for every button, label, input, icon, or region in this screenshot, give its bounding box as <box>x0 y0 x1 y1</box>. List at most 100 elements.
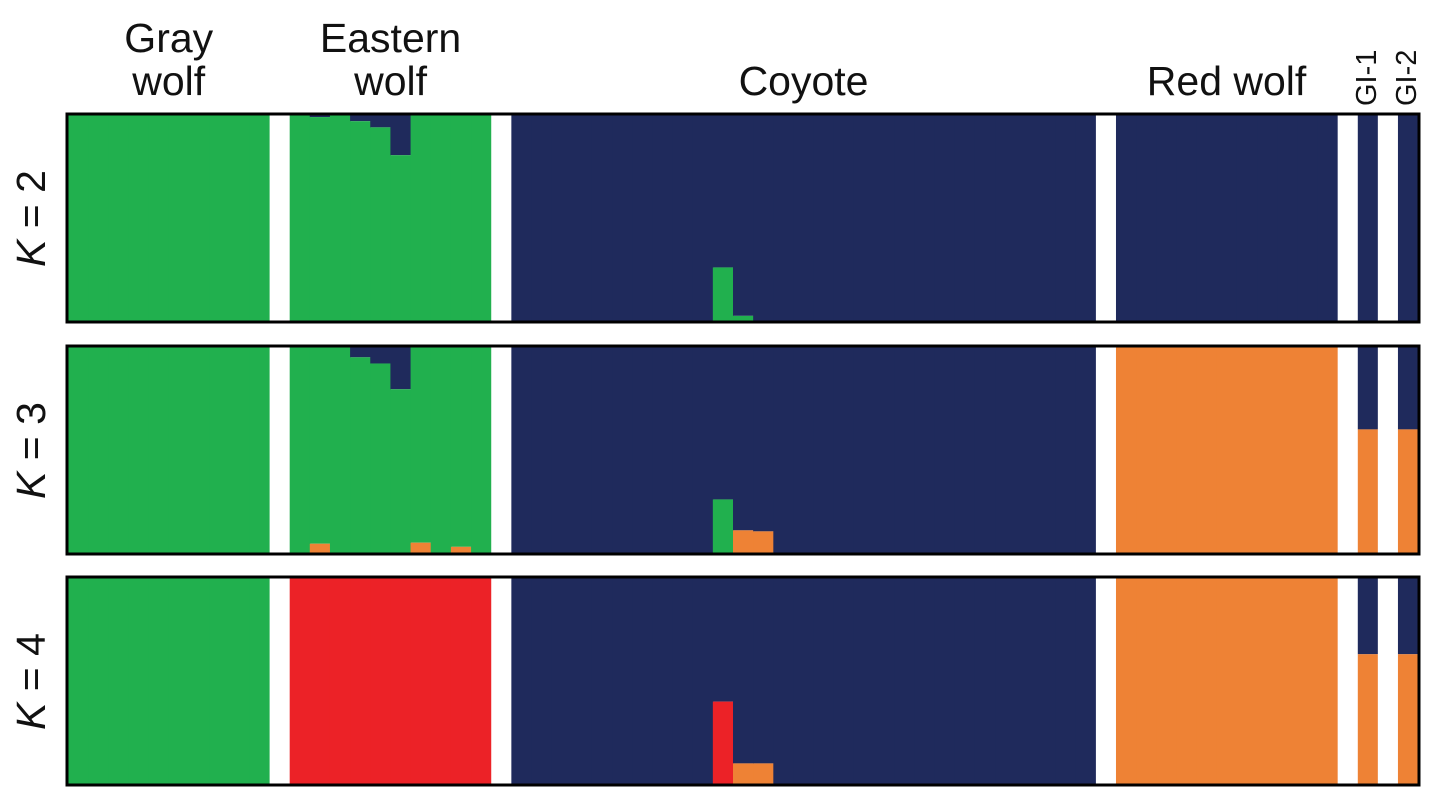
bar-segment-navy <box>1115 115 1137 321</box>
group-label: Coyote <box>738 58 869 104</box>
k-symbol: K <box>8 702 54 730</box>
bar-segment-navy <box>1015 115 1037 321</box>
bar-segment-orange <box>753 763 774 784</box>
panel-k3 <box>65 344 1421 556</box>
bar-segment-navy <box>370 347 392 364</box>
bar-segment-navy <box>672 578 694 784</box>
bar-segment-orange <box>1115 578 1137 784</box>
bar-segment-navy <box>571 115 593 321</box>
bar-segment-green <box>430 115 452 321</box>
bar-segment-orange <box>1196 578 1218 784</box>
bar-segment-navy <box>571 347 593 553</box>
bar-segment-navy <box>793 347 815 553</box>
group-label-gi-2: GI-2 <box>1391 49 1424 106</box>
bar-segment-red <box>370 578 392 784</box>
bar-segment-navy <box>853 115 875 321</box>
bar-segment-navy <box>672 347 694 553</box>
bar-segment-orange <box>1257 347 1278 553</box>
bar-segment-orange <box>1397 654 1419 784</box>
bar-segment-green <box>128 115 150 321</box>
bar-segment-red <box>430 578 452 784</box>
bar-segment-green <box>68 347 89 553</box>
bar-segment-navy <box>1075 578 1097 784</box>
bar-segment-navy <box>531 347 553 553</box>
bar-segment-navy <box>813 578 835 784</box>
bar-segment-navy <box>652 347 674 553</box>
bar-segment-navy <box>773 115 795 321</box>
bar-segment-navy <box>974 578 996 784</box>
bar-segment-green <box>168 115 190 321</box>
group-separator <box>269 347 290 553</box>
bar-segment-red <box>329 578 351 784</box>
bar-segment-navy <box>511 347 532 553</box>
bar-segment-green <box>168 347 190 553</box>
bar-segment-orange <box>1196 347 1218 553</box>
bar-segment-navy <box>813 347 835 553</box>
bar-segment-navy <box>934 578 956 784</box>
bar-segment-navy <box>1397 578 1419 655</box>
bar-segment-navy <box>733 347 754 531</box>
bar-segment-red <box>289 578 311 784</box>
bar-segment-navy <box>1055 115 1077 321</box>
bar-segment-green <box>108 578 130 784</box>
bar-segment-navy <box>531 578 553 784</box>
bar-segment-navy <box>853 578 875 784</box>
bar-segment-green <box>471 115 492 321</box>
bar-segment-green <box>68 115 89 321</box>
bar-segment-green <box>209 347 230 553</box>
bar-segment-red <box>410 578 432 784</box>
bar-segment-green <box>370 127 392 321</box>
bar-segment-green <box>370 363 392 553</box>
bar-segment-navy <box>1035 347 1057 553</box>
bar-segment-red <box>712 701 734 784</box>
bar-segment-navy <box>753 347 774 532</box>
bar-segment-navy <box>612 578 633 784</box>
bar-segment-navy <box>874 115 895 321</box>
k-value: = 3 <box>8 401 54 472</box>
bar-segment-navy <box>1156 115 1177 321</box>
panel-k4 <box>65 575 1421 787</box>
bar-segment-green <box>128 347 150 553</box>
bar-segment-navy <box>833 115 855 321</box>
bar-segment-navy <box>914 347 936 553</box>
bar-segment-navy <box>390 347 412 390</box>
bar-segment-green <box>229 347 251 553</box>
bar-segment-navy <box>712 115 734 268</box>
bar-segment-navy <box>551 347 573 553</box>
k-value: = 4 <box>8 632 54 703</box>
bar-segment-red <box>471 578 492 784</box>
bar-segment-green <box>289 115 311 321</box>
bar-segment-red <box>350 578 371 784</box>
bar-segment-navy <box>591 578 613 784</box>
bar-segment-navy <box>995 578 1016 784</box>
bar-segment-orange <box>1176 347 1198 553</box>
k-symbol: K <box>8 471 54 499</box>
bar-segment-navy <box>773 347 795 553</box>
k-label: K = 2 <box>8 170 55 267</box>
bar-segment-navy <box>874 347 895 553</box>
bar-segment-green <box>450 115 472 321</box>
bar-segment-orange <box>1115 347 1137 553</box>
bar-segment-green <box>249 115 271 321</box>
bar-segment-navy <box>1397 347 1419 430</box>
bar-segment-orange <box>1357 429 1379 553</box>
group-separator <box>491 115 512 321</box>
bar-segment-navy <box>833 347 855 553</box>
bar-segment-navy <box>914 115 936 321</box>
group-label-gi-1: GI-1 <box>1351 49 1384 106</box>
bar-segment-navy <box>974 347 996 553</box>
bar-segment-navy <box>591 115 613 321</box>
bar-segment-orange <box>410 542 432 553</box>
group-separator <box>1377 578 1398 784</box>
bar-segment-orange <box>1317 347 1339 553</box>
bar-segment-green <box>430 347 452 553</box>
bar-segment-green <box>88 347 109 553</box>
bar-segment-navy <box>995 115 1016 321</box>
bar-segment-orange <box>753 531 774 553</box>
bar-segment-green <box>350 357 371 553</box>
group-separator <box>1337 115 1358 321</box>
bar-segment-green <box>249 578 271 784</box>
bar-segment-green <box>88 578 109 784</box>
bar-segment-navy <box>974 115 996 321</box>
panel-frame <box>65 575 1421 787</box>
